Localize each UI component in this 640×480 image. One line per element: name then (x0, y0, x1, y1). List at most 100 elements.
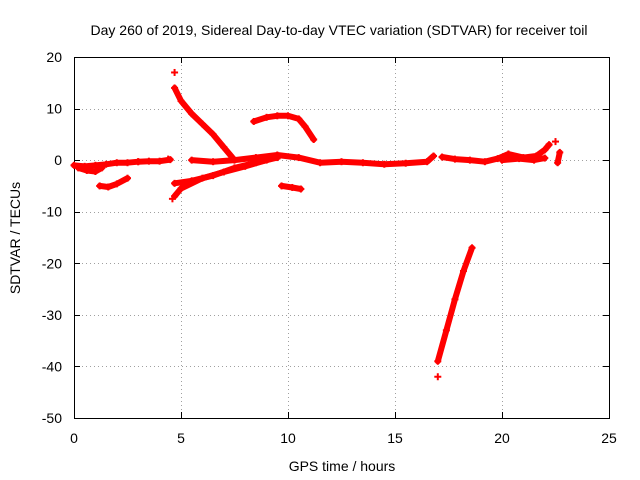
data-point (156, 157, 164, 165)
y-tick-label: -30 (42, 307, 62, 323)
data-point (124, 174, 131, 182)
data-point (168, 195, 176, 203)
x-tick-label: 25 (601, 430, 617, 446)
data-point (171, 68, 179, 76)
grid-lines (74, 57, 609, 418)
data-point (250, 117, 258, 125)
data-point (423, 158, 431, 166)
data-point (171, 179, 179, 187)
data-point (451, 155, 459, 163)
data-point (188, 177, 196, 185)
data-point (380, 160, 388, 168)
data-point (273, 112, 281, 120)
data-point (295, 154, 303, 162)
x-tick-label: 15 (387, 430, 403, 446)
data-point (442, 326, 450, 334)
data-point (284, 112, 292, 120)
y-tick-label: -50 (42, 410, 62, 426)
data-trace (439, 141, 553, 165)
y-tick-label: -20 (42, 255, 62, 271)
data-point (552, 138, 559, 146)
data-point (541, 146, 549, 154)
data-point (530, 156, 538, 164)
data-point (91, 161, 99, 169)
y-tick-label: 0 (54, 152, 62, 168)
data-point (402, 159, 410, 167)
data-point (171, 84, 179, 92)
data-point (297, 185, 305, 193)
x-tick-label: 0 (70, 430, 78, 446)
data-trace (499, 155, 548, 164)
data-point (83, 166, 91, 174)
data-point (252, 154, 260, 162)
data-trace (71, 156, 174, 170)
data-point (231, 164, 238, 172)
data-point (541, 154, 549, 162)
data-point (459, 267, 467, 275)
data-point (145, 157, 153, 165)
data-point (273, 151, 281, 159)
data-point (209, 130, 217, 138)
y-tick-label: -40 (42, 358, 62, 374)
data-point (91, 167, 99, 175)
data-point (556, 148, 564, 156)
data-point (316, 159, 324, 167)
y-tick-label: 20 (46, 49, 62, 65)
data-series (70, 68, 564, 381)
data-point (545, 141, 553, 149)
data-point (124, 159, 131, 167)
data-point (434, 373, 442, 381)
chart-title: Day 260 of 2019, Sidereal Day-to-day VTE… (91, 22, 588, 38)
data-point (188, 156, 196, 164)
data-point (310, 136, 318, 144)
data-point (451, 295, 459, 303)
data-point (438, 153, 446, 161)
data-point (498, 156, 506, 164)
data-point (98, 164, 106, 172)
data-point (104, 183, 112, 191)
data-point (209, 158, 217, 166)
data-point (198, 120, 206, 128)
data-point (278, 182, 286, 190)
data-point (113, 159, 121, 167)
data-point (338, 158, 345, 166)
data-point (113, 180, 121, 188)
y-axis-label: SDTVAR / TECUs (7, 182, 23, 294)
data-point (164, 155, 172, 163)
data-point (288, 183, 296, 191)
data-point (295, 115, 303, 123)
data-point (359, 159, 367, 167)
data-point (209, 172, 217, 180)
data-point (263, 113, 271, 121)
data-point (430, 152, 438, 160)
data-point (481, 158, 489, 166)
data-point (301, 123, 309, 131)
data-point (177, 97, 185, 105)
axis-ticks: 0 5 10 15 20 25 20 10 0 -10 -20 -30 -40 -50 (42, 49, 617, 446)
data-point (504, 150, 512, 158)
data-point (554, 159, 562, 167)
x-tick-label: 10 (280, 430, 296, 446)
data-point (177, 185, 185, 193)
data-point (466, 156, 474, 164)
data-point (96, 182, 104, 190)
data-point (188, 110, 196, 118)
y-tick-label: 10 (46, 101, 62, 117)
data-point (220, 143, 228, 151)
x-tick-label: 20 (494, 430, 510, 446)
x-axis-label: GPS time / hours (289, 458, 396, 474)
data-point (515, 155, 523, 163)
x-tick-label: 5 (177, 430, 185, 446)
data-point (102, 160, 110, 168)
plot-frame (74, 57, 610, 419)
data-point (74, 164, 82, 172)
data-point (231, 156, 238, 164)
data-point (70, 161, 78, 169)
data-point (134, 158, 142, 166)
data-trace (96, 175, 131, 190)
y-tick-label: -10 (42, 204, 62, 220)
data-trace (434, 244, 475, 365)
data-point (468, 244, 476, 252)
